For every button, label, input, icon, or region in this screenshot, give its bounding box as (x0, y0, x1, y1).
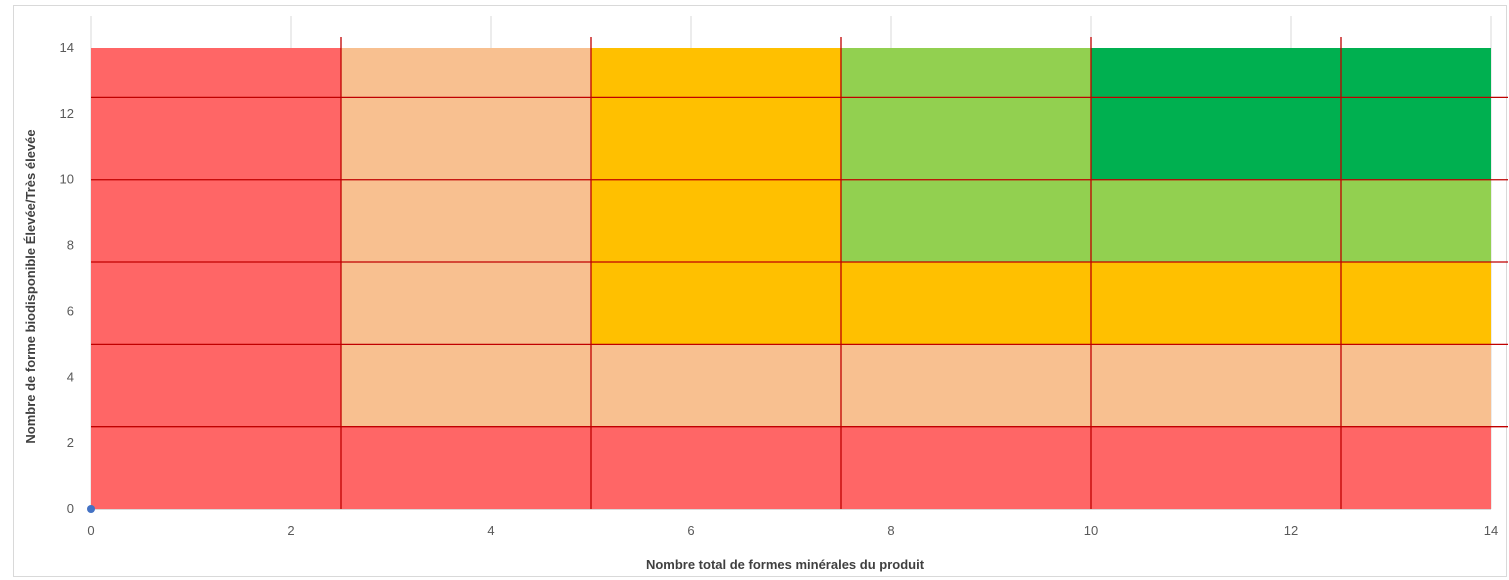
data-points (87, 505, 95, 513)
x-tick-label: 2 (287, 523, 294, 538)
zone-light_green (1091, 179, 1491, 263)
zone-peach (591, 344, 1491, 427)
x-tick-label: 0 (87, 523, 94, 538)
y-tick-label: 12 (60, 106, 74, 121)
zone-dark_green (1091, 48, 1491, 180)
zone-orange (841, 262, 1491, 345)
zone-light_green (841, 48, 1091, 263)
zone-peach (341, 48, 591, 427)
y-tick-label: 14 (60, 40, 74, 55)
data-point (87, 505, 95, 513)
y-axis-title: Nombre de forme biodisponible Élevée/Trè… (23, 129, 38, 443)
zone-red (341, 426, 1491, 509)
x-tick-label: 6 (687, 523, 694, 538)
y-tick-label: 6 (67, 303, 74, 318)
threshold-lines (91, 37, 1508, 509)
y-tick-label: 4 (67, 369, 74, 384)
zones (91, 48, 1491, 509)
y-tick-label: 8 (67, 238, 74, 253)
y-tick-label: 0 (67, 501, 74, 516)
x-tick-label: 8 (887, 523, 894, 538)
x-tick-labels: 0 2 4 6 8 10 12 14 (87, 523, 1498, 538)
x-tick-label: 4 (487, 523, 494, 538)
zone-orange (591, 48, 841, 345)
y-tick-label: 10 (60, 172, 74, 187)
y-tick-labels: 0 2 4 6 8 10 12 14 (60, 40, 74, 516)
x-tick-label: 14 (1484, 523, 1498, 538)
x-axis-title: Nombre total de formes minérales du prod… (646, 557, 925, 572)
y-tick-label: 2 (67, 435, 74, 450)
x-tick-label: 10 (1084, 523, 1098, 538)
zone-red (91, 48, 341, 509)
x-tick-label: 12 (1284, 523, 1298, 538)
